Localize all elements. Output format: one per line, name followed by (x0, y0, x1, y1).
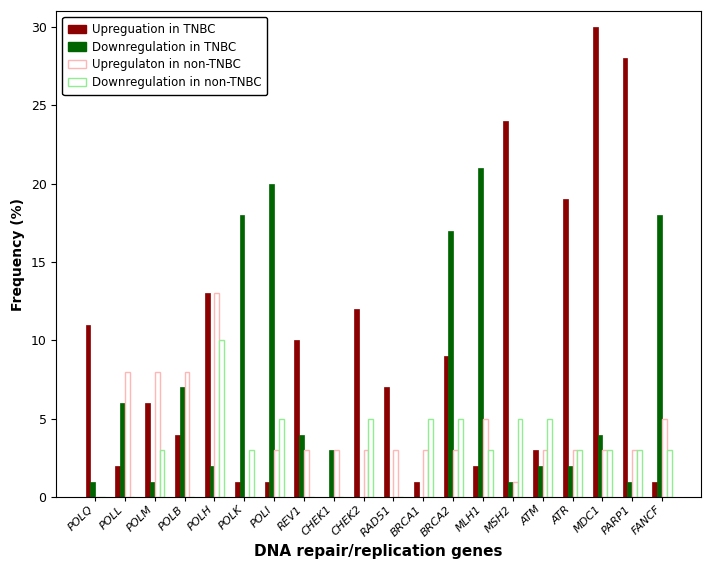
Bar (449, 231, 453, 497)
Bar (662, 419, 667, 497)
Bar (513, 482, 518, 497)
Bar (184, 372, 189, 497)
Bar (299, 434, 304, 497)
Bar (593, 27, 597, 497)
Bar (478, 168, 483, 497)
Bar (334, 450, 339, 497)
Bar (364, 450, 368, 497)
Bar (304, 450, 309, 497)
Bar (428, 419, 433, 497)
Bar (329, 450, 334, 497)
Bar (265, 482, 269, 497)
Bar (473, 466, 478, 497)
Bar (239, 215, 244, 497)
Y-axis label: Frequency (%): Frequency (%) (11, 198, 25, 311)
Bar (623, 58, 627, 497)
Bar (219, 340, 224, 497)
Bar (354, 309, 359, 497)
Bar (145, 403, 150, 497)
Bar (563, 200, 567, 497)
Bar (488, 450, 493, 497)
Bar (572, 450, 577, 497)
Bar (567, 466, 572, 497)
Bar (125, 372, 130, 497)
Bar (543, 450, 548, 497)
Bar (508, 482, 513, 497)
Bar (453, 450, 458, 497)
Bar (424, 450, 428, 497)
Bar (503, 121, 508, 497)
Bar (175, 434, 180, 497)
Bar (602, 450, 607, 497)
Bar (667, 450, 671, 497)
X-axis label: DNA repair/replication genes: DNA repair/replication genes (254, 544, 503, 559)
Bar (637, 450, 642, 497)
Bar (577, 450, 582, 497)
Bar (394, 450, 398, 497)
Bar (210, 466, 214, 497)
Bar (115, 466, 120, 497)
Bar (458, 419, 463, 497)
Bar (632, 450, 637, 497)
Bar (90, 482, 95, 497)
Bar (627, 482, 632, 497)
Bar (279, 419, 283, 497)
Bar (607, 450, 612, 497)
Bar (150, 482, 155, 497)
Bar (214, 294, 219, 497)
Bar (368, 419, 373, 497)
Bar (384, 388, 389, 497)
Bar (249, 450, 254, 497)
Bar (657, 215, 662, 497)
Bar (414, 482, 419, 497)
Bar (533, 450, 538, 497)
Bar (159, 450, 164, 497)
Bar (483, 419, 488, 497)
Bar (269, 184, 274, 497)
Bar (597, 434, 602, 497)
Bar (274, 450, 279, 497)
Bar (652, 482, 657, 497)
Bar (538, 466, 543, 497)
Bar (295, 340, 299, 497)
Bar (235, 482, 239, 497)
Bar (205, 294, 210, 497)
Bar (518, 419, 523, 497)
Bar (548, 419, 553, 497)
Bar (85, 325, 90, 497)
Bar (155, 372, 159, 497)
Bar (444, 356, 449, 497)
Legend: Upreguation in TNBC, Downregulation in TNBC, Upregulaton in non-TNBC, Downregula: Upreguation in TNBC, Downregulation in T… (62, 17, 267, 95)
Bar (120, 403, 125, 497)
Bar (180, 388, 184, 497)
